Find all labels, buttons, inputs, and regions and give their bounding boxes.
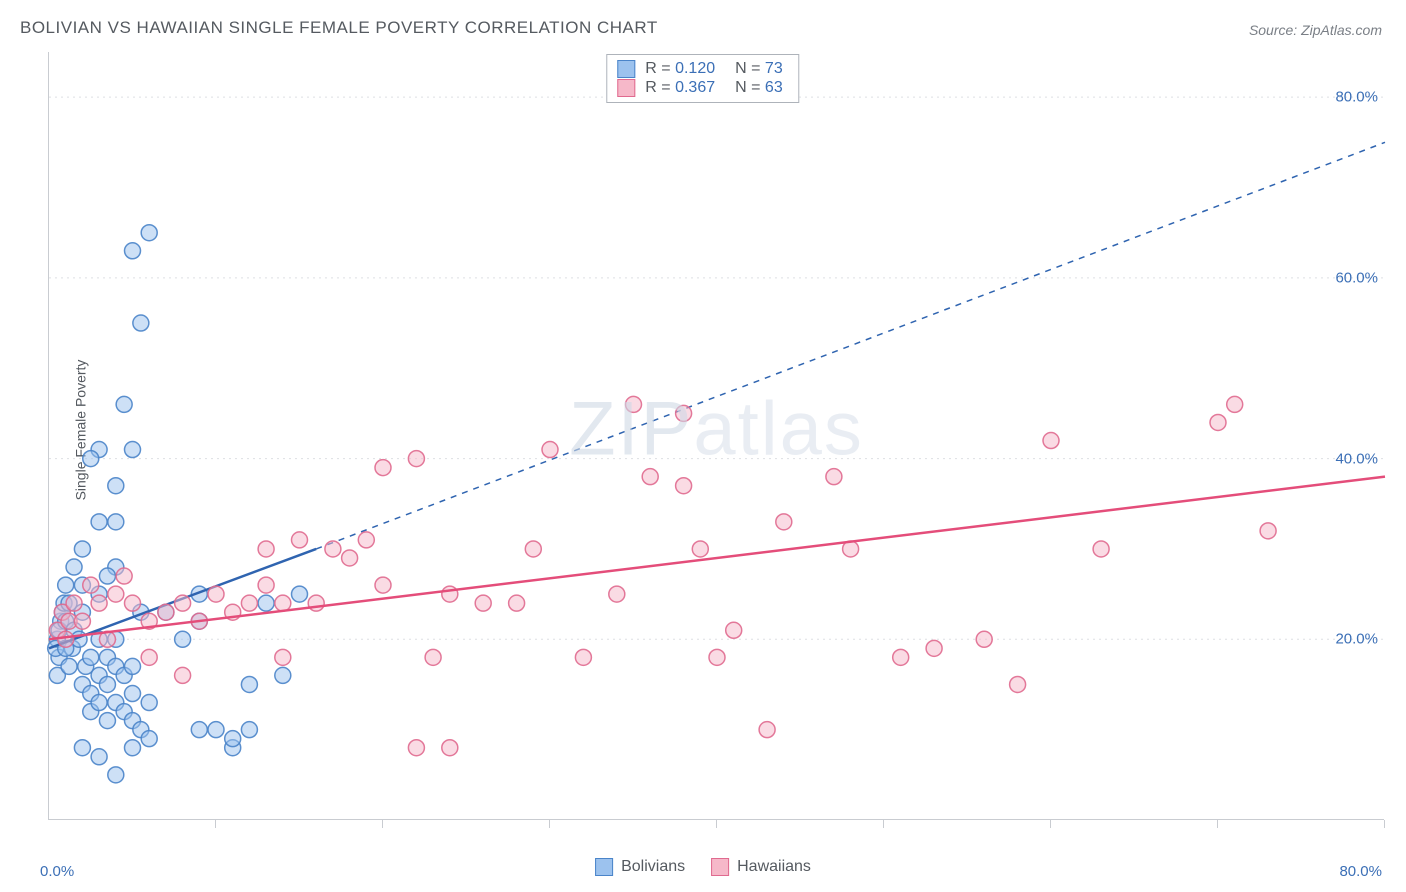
legend-item-bolivians: Bolivians — [595, 858, 685, 876]
x-axis-max-label: 80.0% — [1339, 863, 1382, 880]
x-tick — [382, 820, 383, 828]
swatch-icon — [595, 858, 613, 876]
n-value: 73 — [765, 60, 783, 77]
chart-title: BOLIVIAN VS HAWAIIAN SINGLE FEMALE POVER… — [20, 18, 658, 38]
scatter-svg — [49, 52, 1384, 819]
y-tick-label: 80.0% — [1335, 89, 1378, 106]
x-tick — [549, 820, 550, 828]
swatch-icon — [617, 79, 635, 97]
n-label: N = 73 — [735, 60, 783, 78]
n-label: N = 63 — [735, 79, 783, 97]
source-label: Source: ZipAtlas.com — [1249, 22, 1382, 38]
x-tick — [883, 820, 884, 828]
legend-row-hawaiians: R = 0.367 N = 63 — [617, 79, 782, 97]
x-tick — [716, 820, 717, 828]
legend-item-hawaiians: Hawaiians — [711, 858, 811, 876]
swatch-icon — [617, 60, 635, 78]
series-name: Bolivians — [621, 858, 685, 876]
series-legend: Bolivians Hawaiians — [595, 858, 811, 876]
correlation-legend: R = 0.120 N = 73 R = 0.367 N = 63 — [606, 54, 799, 103]
r-value: 0.367 — [675, 79, 715, 96]
x-tick — [215, 820, 216, 828]
y-tick-label: 40.0% — [1335, 450, 1378, 467]
series-name: Hawaiians — [737, 858, 811, 876]
r-label: R = 0.120 — [645, 60, 715, 78]
r-value: 0.120 — [675, 60, 715, 77]
r-label: R = 0.367 — [645, 79, 715, 97]
plot-area: ZIPatlas — [48, 52, 1384, 820]
legend-row-bolivians: R = 0.120 N = 73 — [617, 60, 782, 78]
x-tick — [1384, 820, 1385, 828]
y-tick-label: 20.0% — [1335, 631, 1378, 648]
x-axis-origin-label: 0.0% — [40, 863, 74, 880]
x-tick — [1217, 820, 1218, 828]
swatch-icon — [711, 858, 729, 876]
x-tick — [1050, 820, 1051, 828]
y-tick-label: 60.0% — [1335, 269, 1378, 286]
n-value: 63 — [765, 79, 783, 96]
